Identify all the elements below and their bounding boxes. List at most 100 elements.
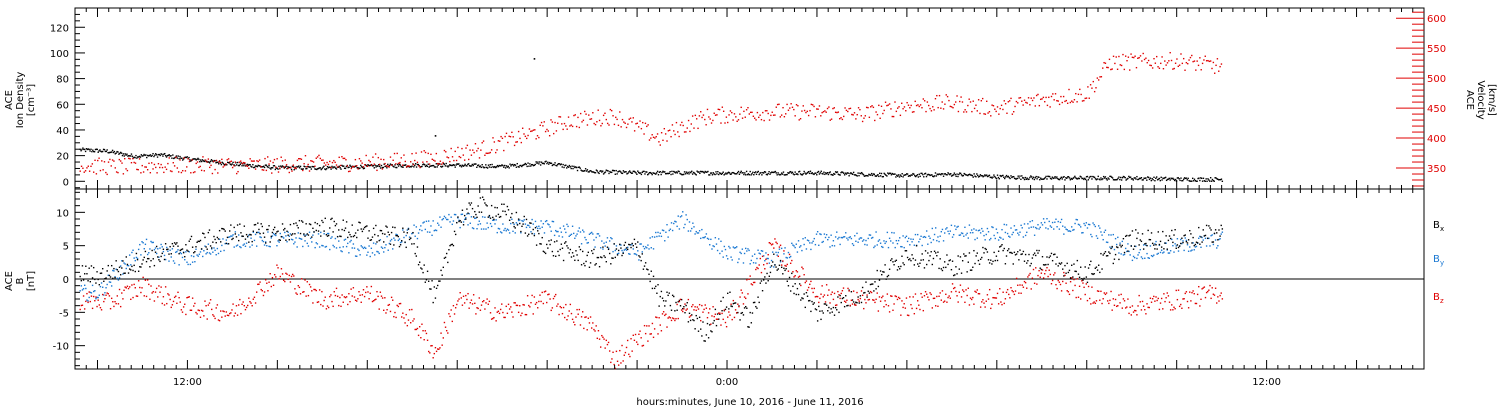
- data-point: [252, 230, 255, 232]
- data-point: [477, 223, 479, 226]
- data-point: [986, 227, 989, 230]
- data-point: [997, 250, 1000, 252]
- data-point: [202, 160, 205, 162]
- data-point: [777, 268, 780, 270]
- data-point: [641, 345, 643, 347]
- data-point: [1142, 244, 1145, 246]
- data-point: [744, 172, 746, 174]
- data-point: [1106, 254, 1109, 257]
- data-point: [887, 172, 889, 174]
- data-point: [432, 159, 435, 161]
- data-point: [1069, 277, 1072, 279]
- data-point: [911, 241, 913, 243]
- data-point: [562, 225, 565, 227]
- data-point: [459, 219, 461, 222]
- data-point: [1082, 279, 1084, 281]
- data-point: [101, 160, 103, 162]
- data-point: [424, 228, 427, 231]
- data-point: [861, 120, 864, 123]
- data-point: [871, 105, 873, 107]
- data-point: [746, 173, 749, 176]
- data-point: [1133, 256, 1136, 259]
- data-point: [679, 305, 682, 307]
- data-point: [543, 121, 545, 123]
- data-point: [547, 247, 549, 249]
- data-point: [965, 174, 967, 176]
- data-point: [115, 302, 117, 305]
- data-point: [251, 240, 253, 243]
- data-point: [326, 235, 329, 237]
- data-point: [376, 290, 378, 293]
- data-point: [719, 312, 721, 314]
- data-point: [251, 305, 253, 307]
- data-point: [943, 173, 946, 175]
- data-point: [571, 125, 574, 128]
- data-point: [715, 171, 717, 173]
- data-point: [861, 294, 864, 297]
- data-point: [404, 322, 406, 324]
- data-point: [685, 214, 687, 216]
- data-point: [1117, 177, 1119, 180]
- data-point: [832, 306, 835, 309]
- data-point: [953, 103, 956, 106]
- data-point: [894, 260, 896, 262]
- data-point: [255, 291, 258, 293]
- data-point: [118, 277, 121, 279]
- data-point: [1064, 100, 1066, 103]
- data-point: [316, 223, 319, 225]
- data-point: [965, 111, 968, 113]
- data-point: [770, 244, 773, 246]
- data-point: [305, 234, 307, 236]
- data-point: [531, 218, 533, 221]
- data-point: [86, 292, 88, 295]
- data-point: [787, 172, 789, 174]
- data-point: [760, 118, 763, 121]
- data-point: [850, 172, 852, 174]
- data-point: [550, 239, 552, 241]
- data-point: [150, 259, 152, 262]
- data-point: [385, 225, 387, 227]
- data-point: [731, 305, 733, 308]
- data-point: [220, 250, 222, 253]
- data-point: [1097, 79, 1100, 81]
- data-point: [434, 166, 437, 168]
- data-point: [1044, 221, 1046, 224]
- data-point: [719, 172, 722, 175]
- data-point: [1100, 177, 1102, 179]
- data-point: [887, 104, 889, 106]
- data-point: [335, 287, 338, 290]
- data-point: [298, 237, 301, 240]
- data-point: [1181, 237, 1183, 239]
- data-point: [1122, 175, 1125, 178]
- data-point: [302, 291, 304, 293]
- data-point: [673, 171, 676, 173]
- data-point: [1008, 248, 1010, 250]
- data-point: [695, 174, 697, 176]
- data-point: [218, 161, 220, 163]
- data-point: [804, 172, 806, 174]
- data-point: [160, 153, 162, 155]
- data-point: [626, 246, 629, 249]
- data-point: [123, 289, 125, 292]
- data-point: [446, 156, 448, 158]
- data-point: [1166, 248, 1168, 250]
- data-point: [421, 323, 423, 325]
- data-point: [332, 231, 334, 233]
- data-point: [860, 237, 863, 239]
- data-point: [148, 162, 150, 165]
- data-point: [789, 171, 791, 173]
- data-point: [901, 246, 903, 248]
- data-point: [671, 170, 673, 173]
- data-point: [581, 311, 584, 313]
- data-point: [287, 167, 289, 170]
- data-point: [240, 160, 242, 162]
- data-point: [593, 171, 596, 174]
- data-point: [1207, 178, 1209, 180]
- data-point: [193, 255, 195, 258]
- data-point: [505, 230, 507, 232]
- data-point: [796, 251, 799, 253]
- data-point: [276, 167, 278, 169]
- data-point: [628, 243, 630, 246]
- data-point: [339, 166, 341, 169]
- data-point: [957, 225, 959, 228]
